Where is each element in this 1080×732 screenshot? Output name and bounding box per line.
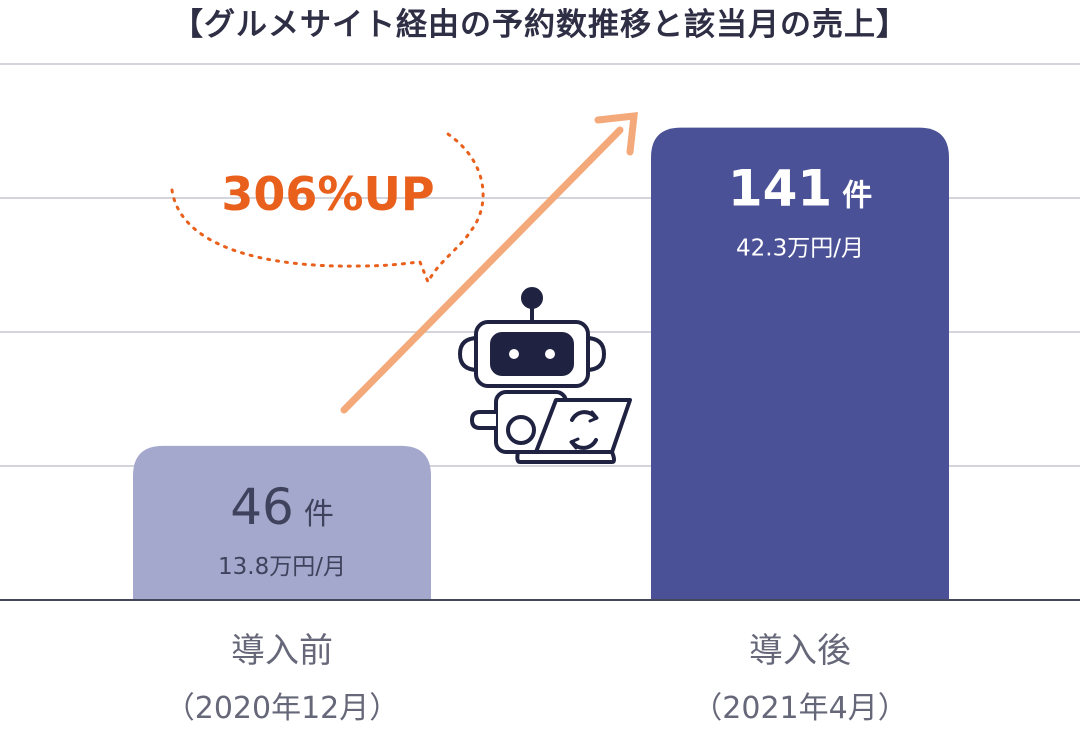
laptop-base xyxy=(515,450,616,464)
bar-after xyxy=(651,127,949,601)
robot-left-eye xyxy=(509,349,519,359)
annotation-bubble-outline xyxy=(170,130,485,286)
robot-hand xyxy=(506,415,536,445)
category-period-after: （2021年4月） xyxy=(692,691,907,726)
robot-face-screen xyxy=(490,332,574,376)
growth-arrow-shaft xyxy=(340,126,624,414)
robot-right-ear xyxy=(584,336,606,372)
sales-label-before: 13.8万円/月 xyxy=(218,554,346,580)
after-value-label: 141 件 xyxy=(728,160,872,218)
category-period-before: （2020年12月） xyxy=(165,691,400,726)
robot-antenna-tip xyxy=(521,287,543,309)
robot-with-laptop-icon xyxy=(458,287,632,464)
bar-before xyxy=(133,445,431,600)
category-label-before: 導入前 xyxy=(231,631,333,671)
before-value-label: 46 件 xyxy=(230,478,334,536)
growth-arrow-head xyxy=(594,112,638,156)
sync-arrowhead-top xyxy=(588,410,599,423)
robot-right-eye xyxy=(545,349,555,359)
robot-arm xyxy=(470,410,498,430)
sales-label-after: 42.3万円/月 xyxy=(736,236,864,262)
chart-title: 【グルメサイト経由の予約数推移と該当月の売上】 xyxy=(172,7,908,43)
category-label-after: 導入後 xyxy=(749,631,851,671)
sync-arrowhead-bottom xyxy=(569,437,580,450)
growth-annotation-label: 306%UP xyxy=(221,167,434,221)
robot-left-ear xyxy=(458,336,480,372)
